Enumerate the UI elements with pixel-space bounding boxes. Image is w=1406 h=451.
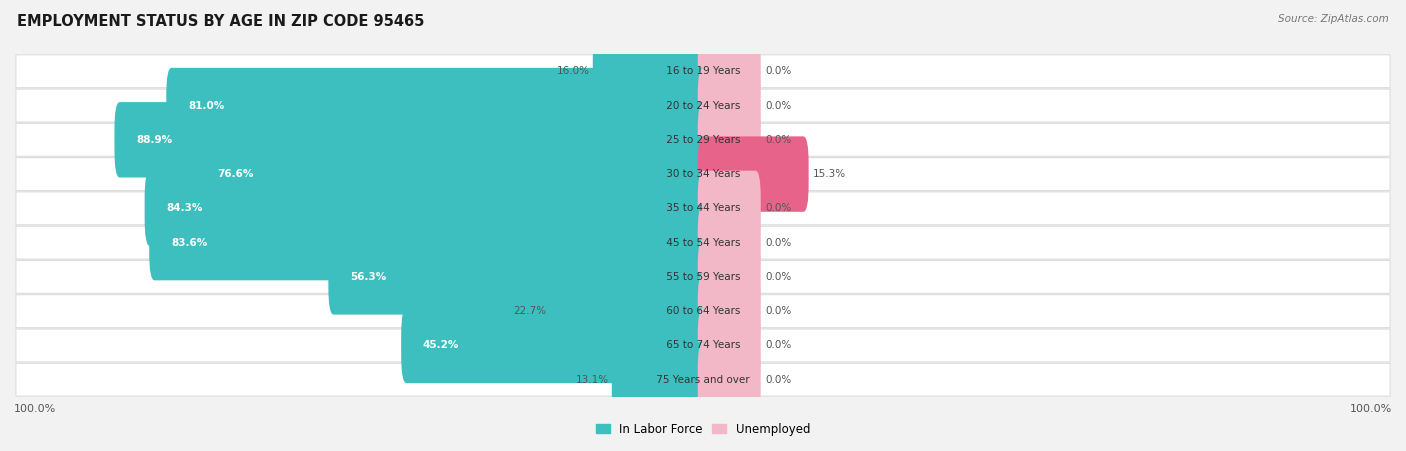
FancyBboxPatch shape <box>15 261 1391 293</box>
FancyBboxPatch shape <box>697 33 761 109</box>
FancyBboxPatch shape <box>548 273 709 349</box>
FancyBboxPatch shape <box>15 158 1391 190</box>
Text: 0.0%: 0.0% <box>765 203 792 213</box>
FancyBboxPatch shape <box>697 205 761 281</box>
FancyBboxPatch shape <box>15 364 1391 396</box>
FancyBboxPatch shape <box>697 239 761 315</box>
Text: 76.6%: 76.6% <box>217 169 253 179</box>
Text: 16.0%: 16.0% <box>557 66 591 76</box>
Text: 0.0%: 0.0% <box>765 341 792 350</box>
FancyBboxPatch shape <box>15 89 1391 122</box>
FancyBboxPatch shape <box>15 329 1391 362</box>
FancyBboxPatch shape <box>15 55 1391 87</box>
FancyBboxPatch shape <box>149 205 709 281</box>
FancyBboxPatch shape <box>329 239 709 315</box>
Text: 100.0%: 100.0% <box>14 405 56 414</box>
Text: 100.0%: 100.0% <box>1350 405 1392 414</box>
FancyBboxPatch shape <box>195 136 709 212</box>
FancyBboxPatch shape <box>697 136 808 212</box>
Text: 0.0%: 0.0% <box>765 101 792 110</box>
Text: 55 to 59 Years: 55 to 59 Years <box>662 272 744 282</box>
FancyBboxPatch shape <box>697 342 761 418</box>
Text: 15.3%: 15.3% <box>813 169 846 179</box>
Legend: In Labor Force, Unemployed: In Labor Force, Unemployed <box>596 423 810 436</box>
FancyBboxPatch shape <box>145 170 709 246</box>
FancyBboxPatch shape <box>697 170 761 246</box>
FancyBboxPatch shape <box>612 342 709 418</box>
Text: 83.6%: 83.6% <box>172 238 207 248</box>
Text: 0.0%: 0.0% <box>765 306 792 316</box>
FancyBboxPatch shape <box>166 68 709 143</box>
Text: 65 to 74 Years: 65 to 74 Years <box>662 341 744 350</box>
Text: 0.0%: 0.0% <box>765 375 792 385</box>
Text: Source: ZipAtlas.com: Source: ZipAtlas.com <box>1278 14 1389 23</box>
FancyBboxPatch shape <box>697 273 761 349</box>
Text: 88.9%: 88.9% <box>136 135 172 145</box>
Text: 75 Years and over: 75 Years and over <box>652 375 754 385</box>
FancyBboxPatch shape <box>114 102 709 178</box>
Text: 16 to 19 Years: 16 to 19 Years <box>662 66 744 76</box>
Text: 22.7%: 22.7% <box>513 306 546 316</box>
FancyBboxPatch shape <box>15 124 1391 156</box>
FancyBboxPatch shape <box>593 33 709 109</box>
Text: 45.2%: 45.2% <box>423 341 460 350</box>
FancyBboxPatch shape <box>697 68 761 143</box>
Text: 13.1%: 13.1% <box>576 375 609 385</box>
Text: 0.0%: 0.0% <box>765 238 792 248</box>
Text: 60 to 64 Years: 60 to 64 Years <box>662 306 744 316</box>
Text: 84.3%: 84.3% <box>166 203 202 213</box>
Text: 56.3%: 56.3% <box>350 272 387 282</box>
Text: EMPLOYMENT STATUS BY AGE IN ZIP CODE 95465: EMPLOYMENT STATUS BY AGE IN ZIP CODE 954… <box>17 14 425 28</box>
Text: 35 to 44 Years: 35 to 44 Years <box>662 203 744 213</box>
Text: 0.0%: 0.0% <box>765 272 792 282</box>
Text: 0.0%: 0.0% <box>765 135 792 145</box>
FancyBboxPatch shape <box>15 295 1391 327</box>
FancyBboxPatch shape <box>15 192 1391 225</box>
Text: 81.0%: 81.0% <box>188 101 224 110</box>
FancyBboxPatch shape <box>697 102 761 178</box>
FancyBboxPatch shape <box>401 308 709 383</box>
Text: 0.0%: 0.0% <box>765 66 792 76</box>
FancyBboxPatch shape <box>15 226 1391 259</box>
Text: 45 to 54 Years: 45 to 54 Years <box>662 238 744 248</box>
Text: 20 to 24 Years: 20 to 24 Years <box>662 101 744 110</box>
FancyBboxPatch shape <box>697 308 761 383</box>
Text: 25 to 29 Years: 25 to 29 Years <box>662 135 744 145</box>
Text: 30 to 34 Years: 30 to 34 Years <box>662 169 744 179</box>
